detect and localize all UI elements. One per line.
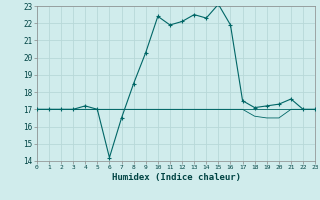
X-axis label: Humidex (Indice chaleur): Humidex (Indice chaleur) xyxy=(111,173,241,182)
